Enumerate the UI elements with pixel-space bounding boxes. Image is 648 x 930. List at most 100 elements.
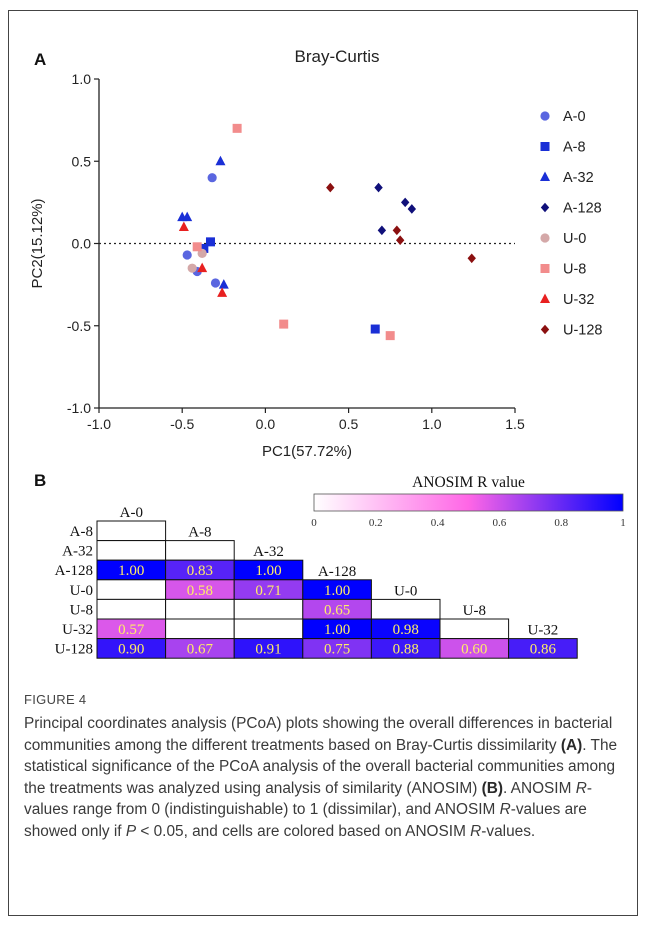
heatmap-cell — [96, 598, 167, 620]
x-tick-label: -1.0 — [87, 416, 111, 432]
column-label: A-32 — [253, 544, 284, 560]
colorbar-title: ANOSIM R value — [412, 474, 525, 491]
legend-marker — [540, 293, 550, 303]
column-label: U-0 — [394, 583, 417, 599]
cell-value-label: 1.00 — [324, 622, 350, 638]
heatmap-cell — [233, 598, 304, 620]
legend-label: A-128 — [563, 201, 602, 217]
heatmap-cell — [165, 540, 235, 561]
data-point — [207, 173, 217, 183]
heatmap-cell — [96, 520, 167, 542]
heatmap-cell — [165, 618, 235, 640]
legend-label: A-32 — [563, 170, 594, 186]
column-label: A-0 — [120, 505, 143, 521]
legend-label: U-8 — [563, 262, 586, 278]
data-point — [178, 221, 189, 232]
data-point — [374, 182, 383, 193]
row-label: A-128 — [55, 563, 93, 579]
data-point — [217, 287, 228, 297]
series-a-128 — [374, 182, 417, 236]
cell-value-label: 0.71 — [255, 583, 281, 599]
cell-value-label: 1.00 — [324, 583, 350, 599]
data-point — [232, 123, 242, 133]
colorbar-tick-label: 0.4 — [431, 517, 445, 529]
y-tick-label: 1.0 — [72, 71, 92, 87]
row-label: U-128 — [55, 642, 93, 658]
cell-value-label: 0.60 — [461, 642, 487, 658]
x-axis-label: PC1(57.72%) — [262, 443, 352, 460]
series-u-128 — [326, 182, 476, 264]
heatmap-cell — [96, 540, 167, 561]
heatmap-cell — [439, 618, 510, 640]
row-label: U-8 — [70, 602, 93, 618]
legend-marker — [540, 324, 550, 335]
data-point — [395, 235, 405, 246]
heatmap-cell — [96, 579, 167, 600]
cell-value-label: 0.65 — [324, 602, 350, 618]
row-label: A-32 — [62, 544, 93, 560]
data-point — [210, 278, 221, 288]
data-point — [192, 242, 202, 252]
data-point — [197, 262, 208, 273]
legend-label: U-0 — [563, 231, 586, 247]
colorbar-tick-label: 0.6 — [493, 517, 507, 529]
series-a-8 — [199, 237, 380, 334]
heatmap-cell — [370, 598, 441, 620]
y-tick-label: -1.0 — [67, 400, 91, 416]
legend-label: U-128 — [563, 323, 603, 339]
colorbar-tick-label: 0 — [311, 517, 317, 529]
data-point — [467, 253, 476, 264]
heatmap-cell — [165, 598, 235, 620]
cell-value-label: 0.86 — [530, 642, 557, 658]
y-tick-label: 0.0 — [72, 236, 92, 252]
data-point — [205, 237, 215, 247]
heatmap-cell — [508, 638, 578, 659]
series-u-32 — [178, 221, 228, 297]
data-point — [182, 250, 192, 260]
x-tick-label: 0.0 — [256, 416, 276, 432]
cell-value-label: 0.83 — [187, 563, 213, 579]
y-axis-label: PC2(15.12%) — [29, 198, 46, 288]
panel-b-letter: B — [34, 471, 47, 490]
colorbar-tick-label: 0.2 — [369, 517, 383, 529]
x-tick-label: -0.5 — [170, 416, 194, 432]
data-point — [215, 155, 226, 166]
row-label: U-0 — [70, 583, 93, 599]
figure-label: FIGURE 4 — [24, 692, 87, 707]
cell-value-label: 1.00 — [118, 563, 144, 579]
y-tick-label: -0.5 — [67, 318, 91, 334]
data-point — [187, 263, 197, 273]
cell-value-label: 0.88 — [393, 642, 419, 658]
cell-value-label: 0.58 — [187, 583, 213, 599]
legend-marker — [540, 264, 550, 273]
cell-value-label: 0.91 — [255, 642, 281, 658]
legend-marker — [540, 111, 550, 121]
colorbar-tick-label: 0.8 — [554, 517, 568, 529]
cell-value-label: 1.00 — [255, 563, 281, 579]
data-point — [400, 197, 410, 208]
cell-value-label: 0.67 — [187, 642, 214, 658]
legend-label: A-0 — [563, 109, 586, 125]
figure-caption: FIGURE 4 Principal coordinates analysis … — [24, 692, 622, 842]
figure-frame — [8, 10, 638, 916]
column-label: U-8 — [463, 603, 486, 619]
data-point — [392, 225, 402, 236]
series-u-8 — [192, 123, 395, 341]
row-label: U-32 — [62, 622, 93, 638]
data-point — [407, 204, 417, 214]
cell-value-label: 0.57 — [118, 622, 145, 638]
colorbar — [313, 493, 624, 512]
data-point — [326, 182, 335, 193]
x-tick-label: 1.0 — [422, 416, 442, 432]
data-point — [385, 331, 395, 341]
legend-label: A-8 — [563, 140, 586, 156]
legend-marker — [540, 171, 550, 181]
chart-title: Bray-Curtis — [294, 47, 379, 66]
y-tick-label: 0.5 — [72, 153, 92, 169]
series-a-32 — [177, 155, 229, 289]
row-label: A-8 — [70, 524, 93, 540]
data-point — [370, 324, 380, 334]
caption-text: Principal coordinates analysis (PCoA) pl… — [24, 715, 618, 840]
x-tick-label: 0.5 — [339, 416, 359, 432]
